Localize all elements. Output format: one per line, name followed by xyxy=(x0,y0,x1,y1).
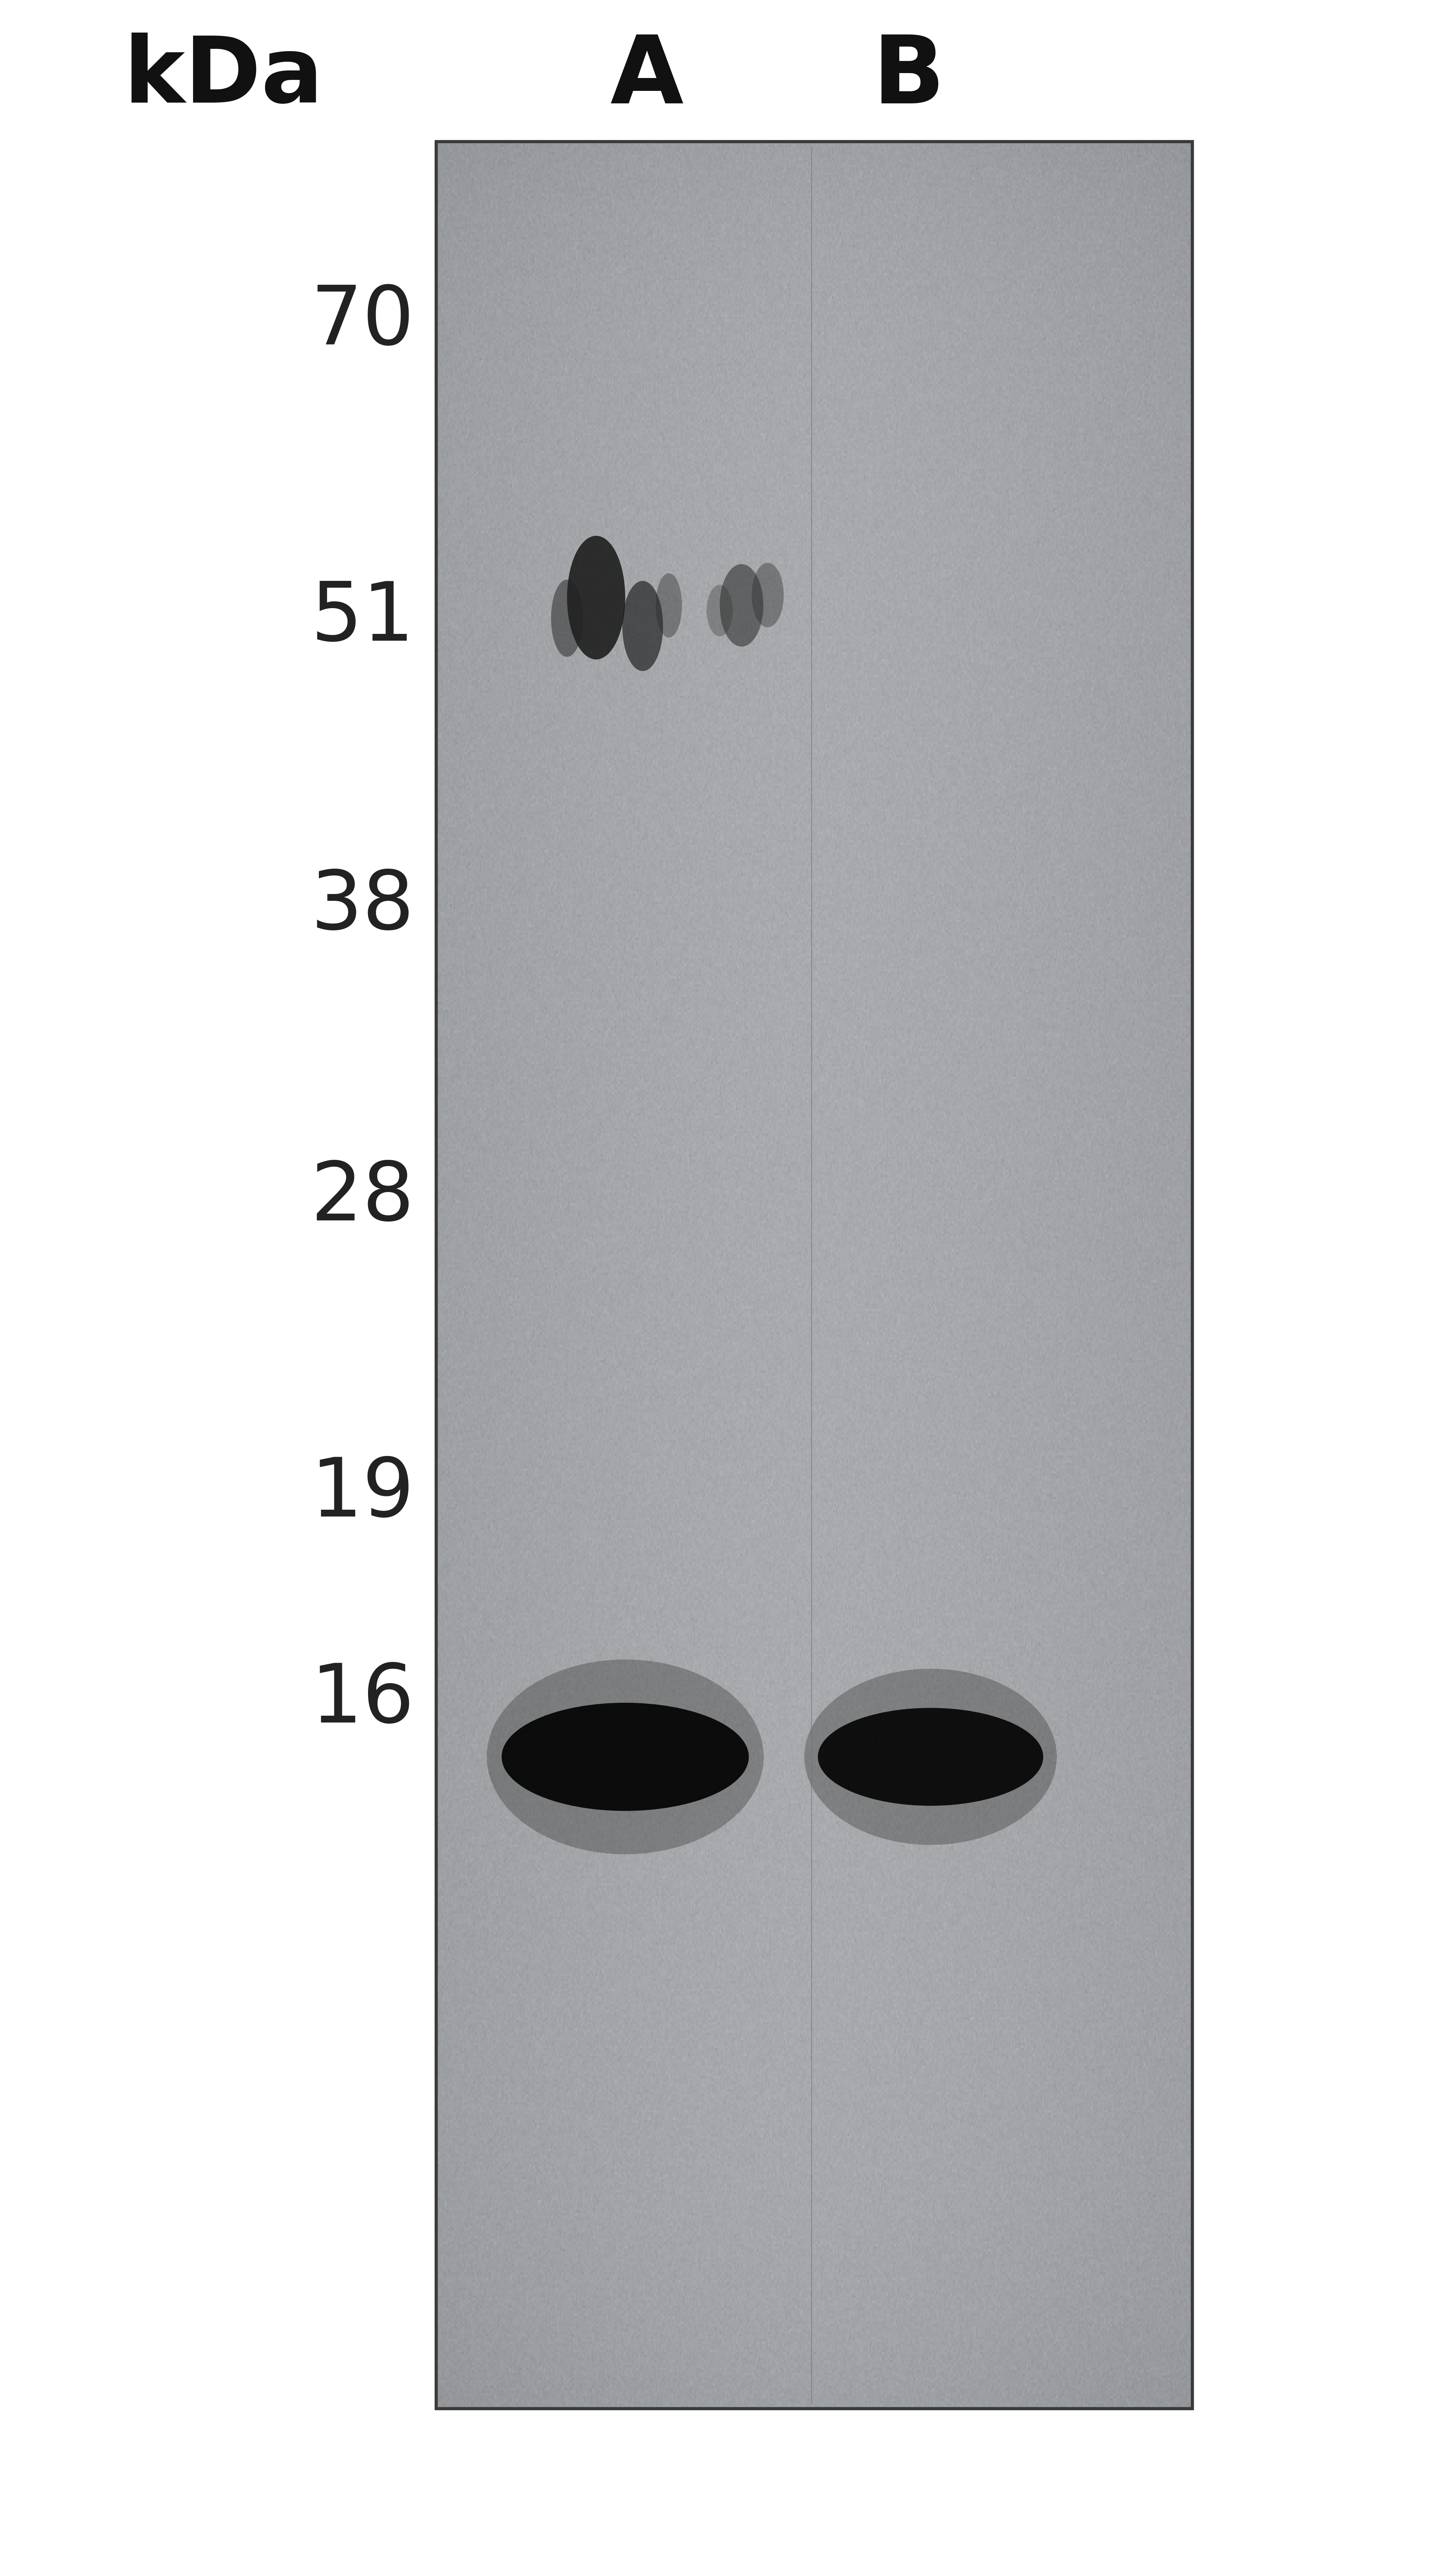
Ellipse shape xyxy=(502,1703,749,1811)
Text: 16: 16 xyxy=(311,1662,414,1739)
Text: B: B xyxy=(872,31,945,124)
Ellipse shape xyxy=(622,582,663,670)
Ellipse shape xyxy=(487,1659,763,1855)
Ellipse shape xyxy=(707,585,733,636)
Ellipse shape xyxy=(720,564,763,647)
Ellipse shape xyxy=(551,580,583,657)
Text: A: A xyxy=(611,31,683,124)
Ellipse shape xyxy=(804,1669,1057,1844)
Text: 28: 28 xyxy=(311,1159,414,1236)
Text: 51: 51 xyxy=(311,580,414,657)
Text: 70: 70 xyxy=(311,283,414,361)
Ellipse shape xyxy=(656,572,682,639)
Text: 38: 38 xyxy=(311,868,414,945)
Ellipse shape xyxy=(567,536,625,659)
Text: 19: 19 xyxy=(311,1455,414,1533)
Ellipse shape xyxy=(752,562,784,626)
Ellipse shape xyxy=(817,1708,1043,1806)
Bar xyxy=(436,142,1192,2409)
Text: kDa: kDa xyxy=(124,33,323,121)
